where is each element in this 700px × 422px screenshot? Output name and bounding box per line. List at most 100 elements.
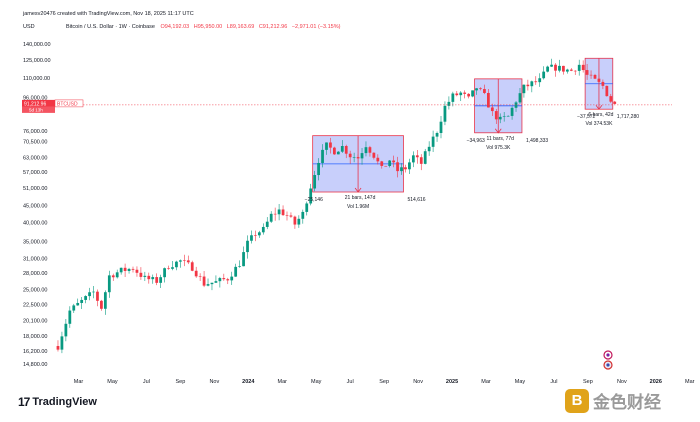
candle-body: [352, 157, 356, 158]
candle-body: [135, 269, 139, 273]
x-tick-label: May: [311, 379, 322, 385]
candle-body: [238, 266, 241, 267]
tradingview-logo-text: TradingView: [32, 396, 97, 408]
jinse-watermark: B 金色财经: [565, 388, 661, 413]
x-tick-label: Jul: [550, 379, 557, 385]
candle-body: [96, 291, 99, 301]
candle-body: [483, 89, 486, 93]
candle-body: [562, 65, 565, 72]
candle-body: [111, 275, 115, 278]
candle-body: [573, 70, 577, 72]
candle-body: [167, 268, 170, 269]
candle-body: [542, 71, 546, 79]
candle-body: [194, 270, 198, 277]
y-tick-label: 45,000.00: [23, 204, 47, 210]
measurement-arrow-icon: [595, 104, 603, 110]
candle-body: [214, 281, 218, 283]
y-tick-label: 31,000.00: [23, 257, 47, 263]
candle-body: [364, 147, 368, 154]
candle-body: [415, 155, 419, 158]
candle-body: [490, 107, 494, 112]
candle-body: [139, 272, 143, 277]
candle-body: [431, 136, 435, 147]
candle-body: [558, 65, 561, 71]
y-tick-label: 96,000.00: [23, 96, 47, 102]
candle-body: [487, 92, 490, 108]
candle-body: [589, 74, 593, 76]
candles: [56, 58, 617, 354]
candle-body: [198, 276, 202, 277]
candle-body: [502, 116, 506, 117]
candle-body: [506, 115, 510, 117]
countdown-badge: [22, 106, 55, 113]
x-tick-label: Nov: [413, 379, 423, 385]
measurement-amount: 1,717,280: [617, 114, 639, 120]
candle-body: [273, 213, 277, 215]
x-tick-label: Mar: [481, 379, 491, 385]
candle-body: [72, 305, 76, 311]
y-tick-label: 22,500.00: [23, 302, 47, 308]
candle-body: [265, 221, 269, 227]
x-tick-label: Sep: [379, 379, 389, 385]
measurement-arrow-icon: [354, 187, 362, 193]
candle-body: [534, 81, 538, 83]
candle-body: [435, 133, 439, 137]
candle-body: [190, 262, 194, 271]
x-tick-label: Jul: [143, 379, 150, 385]
candle-body: [479, 88, 482, 90]
jinse-watermark-text: 金色财经: [593, 393, 661, 413]
event-markers-icon[interactable]: [602, 350, 614, 372]
candle-body: [226, 279, 230, 281]
candle-body: [123, 267, 127, 271]
jinse-logo-icon: B: [565, 388, 589, 413]
x-tick-label: May: [515, 379, 526, 385]
measurement-price-change: −37,572: [577, 114, 595, 120]
candle-body: [202, 276, 206, 286]
symbol-line: Bitcoin / U.S. Dollar · 1W · Coinbase: [66, 24, 155, 30]
candle-body: [554, 64, 557, 71]
measurement-volume: Vol 1.96M: [347, 204, 369, 210]
ohlc-low: L89,163.69: [226, 24, 255, 30]
candle-body: [427, 146, 431, 152]
candle-body: [329, 142, 332, 148]
x-tick-label: May: [107, 379, 118, 385]
candle-body: [498, 116, 502, 120]
candle-body: [163, 268, 166, 278]
y-tick-label: 25,000.00: [23, 287, 47, 293]
candle-body: [175, 261, 178, 268]
candle-body: [151, 277, 155, 280]
last-price-symbol-badge: [54, 99, 84, 108]
candle-body: [242, 252, 245, 267]
y-tick-label: 28,000.00: [23, 271, 47, 277]
candle-body: [569, 69, 573, 71]
candle-body: [206, 284, 210, 286]
x-tick-label: Sep: [175, 379, 185, 385]
candle-body: [447, 101, 451, 106]
candle-body: [550, 64, 553, 67]
y-tick-label: 51,000.00: [23, 186, 47, 192]
candle-body: [467, 93, 471, 97]
x-tick-label: Nov: [617, 379, 627, 385]
candle-body: [257, 232, 261, 236]
tradingview-logo-mark: 17: [18, 395, 30, 409]
last-price-value-badge: [22, 99, 55, 107]
measurement-volume: Vol 975.3K: [486, 145, 511, 151]
candle-body: [317, 162, 320, 176]
candle-body: [396, 162, 399, 172]
ohlc-close: C91,212.96: [258, 24, 288, 30]
measurement-boxes: [312, 57, 614, 193]
ohlc-change: −2,971.01 (−3.15%): [291, 24, 341, 30]
y-tick-label: 140,000.00: [23, 42, 51, 48]
x-tick-label: Mar: [74, 379, 84, 385]
candle-body: [56, 346, 60, 350]
candle-body: [408, 162, 411, 170]
candle-body: [526, 84, 530, 87]
candle-body: [605, 85, 609, 97]
last-price-value: 91,212.96: [24, 101, 46, 107]
candle-body: [261, 226, 265, 233]
candle-body: [309, 188, 313, 204]
measurement-price-change: −34,963: [467, 138, 485, 144]
countdown-label: 5d 13h: [29, 108, 43, 113]
